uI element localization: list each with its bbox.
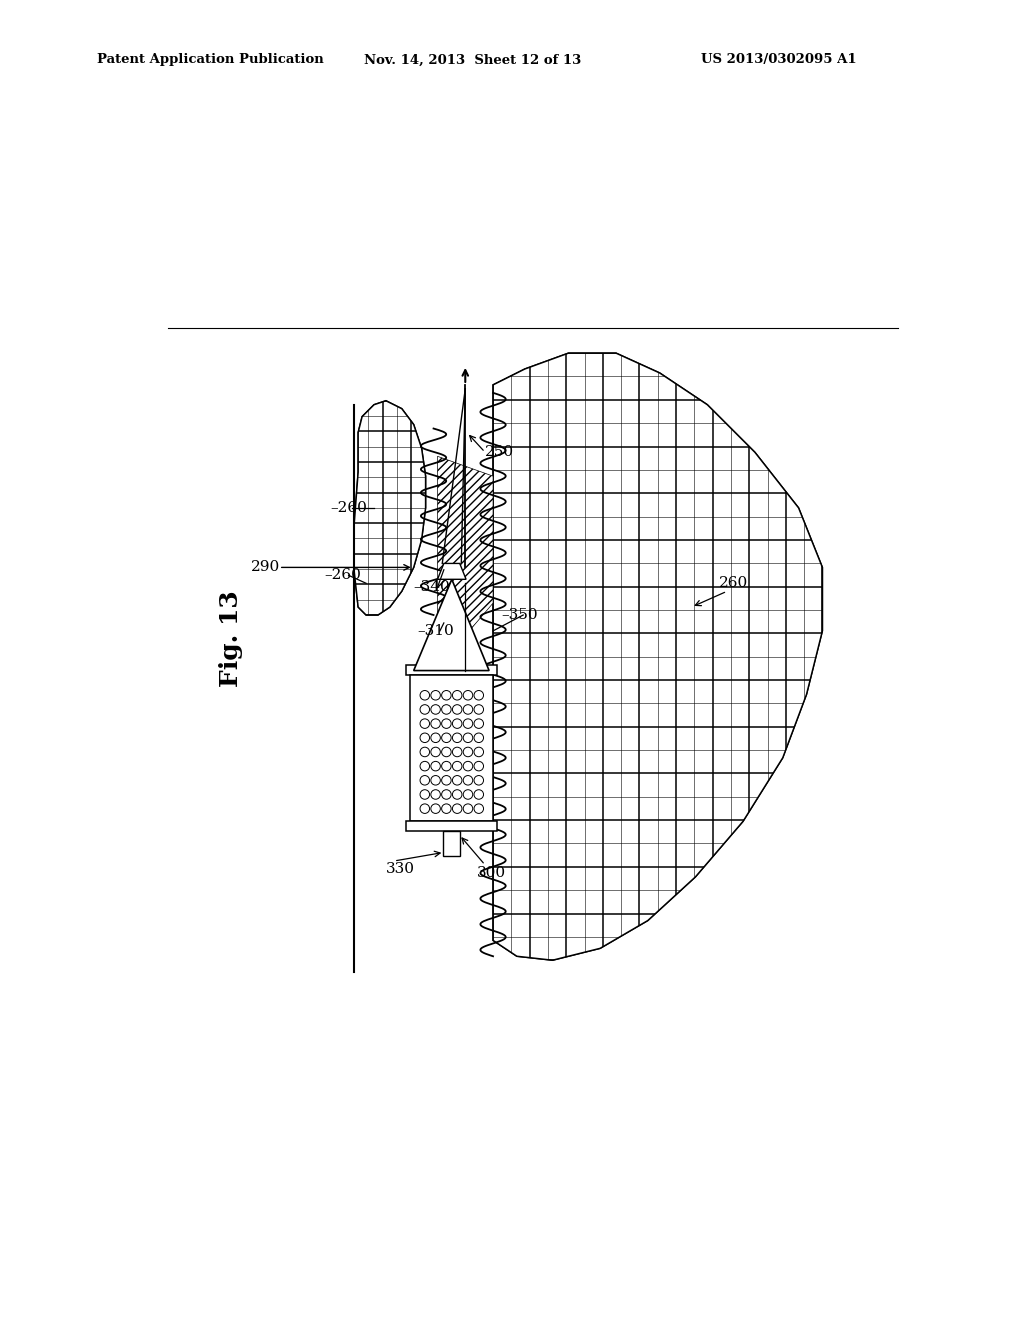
- Circle shape: [463, 789, 473, 799]
- Polygon shape: [494, 354, 822, 960]
- Circle shape: [453, 762, 462, 771]
- Circle shape: [474, 747, 483, 756]
- Circle shape: [474, 789, 483, 799]
- Circle shape: [441, 789, 452, 799]
- Circle shape: [453, 719, 462, 729]
- Text: 250: 250: [485, 445, 514, 459]
- Bar: [406, 665, 497, 675]
- Circle shape: [463, 776, 473, 785]
- Circle shape: [431, 705, 440, 714]
- Circle shape: [431, 719, 440, 729]
- Circle shape: [431, 789, 440, 799]
- Circle shape: [453, 804, 462, 813]
- Text: 300: 300: [477, 866, 506, 880]
- Text: US 2013/0302095 A1: US 2013/0302095 A1: [701, 53, 857, 66]
- Circle shape: [420, 690, 430, 700]
- Circle shape: [441, 690, 452, 700]
- Circle shape: [420, 747, 430, 756]
- Circle shape: [431, 762, 440, 771]
- Circle shape: [474, 804, 483, 813]
- Circle shape: [441, 747, 452, 756]
- Bar: [410, 675, 494, 821]
- Circle shape: [441, 705, 452, 714]
- Circle shape: [420, 789, 430, 799]
- Circle shape: [463, 719, 473, 729]
- Circle shape: [431, 733, 440, 743]
- Circle shape: [474, 733, 483, 743]
- Text: –260: –260: [331, 500, 368, 515]
- Text: –350: –350: [501, 609, 538, 622]
- Circle shape: [453, 776, 462, 785]
- Bar: [442, 830, 460, 857]
- Polygon shape: [437, 564, 466, 579]
- Text: 290: 290: [251, 561, 281, 574]
- Circle shape: [463, 733, 473, 743]
- Circle shape: [420, 804, 430, 813]
- Circle shape: [463, 747, 473, 756]
- Polygon shape: [354, 401, 426, 615]
- Text: –260: –260: [325, 569, 361, 582]
- Circle shape: [463, 705, 473, 714]
- Circle shape: [453, 747, 462, 756]
- Text: Fig. 13: Fig. 13: [219, 590, 243, 688]
- Circle shape: [453, 705, 462, 714]
- Circle shape: [420, 762, 430, 771]
- Circle shape: [441, 719, 452, 729]
- Circle shape: [420, 733, 430, 743]
- Circle shape: [453, 733, 462, 743]
- Text: 260: 260: [719, 577, 749, 590]
- Circle shape: [431, 804, 440, 813]
- Circle shape: [431, 747, 440, 756]
- Circle shape: [474, 719, 483, 729]
- Circle shape: [441, 776, 452, 785]
- Circle shape: [441, 762, 452, 771]
- Circle shape: [453, 789, 462, 799]
- Circle shape: [420, 776, 430, 785]
- Circle shape: [463, 690, 473, 700]
- Circle shape: [420, 705, 430, 714]
- Text: Nov. 14, 2013  Sheet 12 of 13: Nov. 14, 2013 Sheet 12 of 13: [364, 53, 581, 66]
- Circle shape: [474, 776, 483, 785]
- Circle shape: [441, 804, 452, 813]
- Circle shape: [431, 776, 440, 785]
- Polygon shape: [437, 457, 494, 631]
- Text: 330: 330: [386, 862, 415, 876]
- Circle shape: [463, 762, 473, 771]
- Text: –310: –310: [418, 624, 455, 638]
- PathPatch shape: [494, 354, 822, 960]
- Text: –340: –340: [414, 581, 451, 594]
- Circle shape: [474, 705, 483, 714]
- Polygon shape: [414, 579, 489, 671]
- Circle shape: [463, 804, 473, 813]
- Text: Patent Application Publication: Patent Application Publication: [97, 53, 324, 66]
- Circle shape: [431, 690, 440, 700]
- PathPatch shape: [354, 401, 426, 615]
- Bar: [406, 821, 497, 830]
- Circle shape: [453, 690, 462, 700]
- Circle shape: [420, 719, 430, 729]
- Circle shape: [474, 690, 483, 700]
- Circle shape: [441, 733, 452, 743]
- Circle shape: [474, 762, 483, 771]
